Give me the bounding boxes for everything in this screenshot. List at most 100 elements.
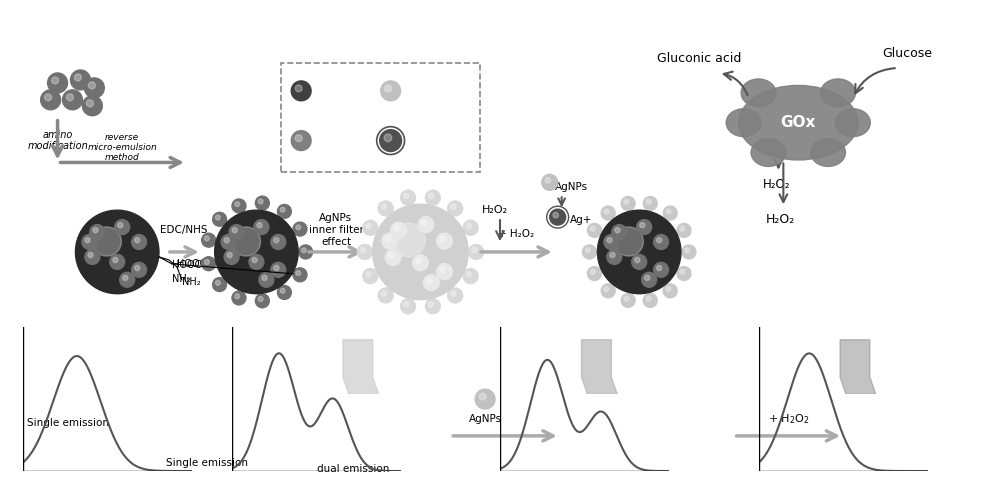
Circle shape bbox=[215, 210, 298, 294]
Circle shape bbox=[366, 223, 371, 228]
Circle shape bbox=[437, 264, 452, 280]
Circle shape bbox=[291, 81, 311, 101]
Circle shape bbox=[388, 253, 394, 258]
Circle shape bbox=[291, 131, 311, 150]
Circle shape bbox=[221, 235, 236, 250]
Circle shape bbox=[295, 85, 302, 92]
Circle shape bbox=[472, 247, 477, 253]
Circle shape bbox=[385, 250, 401, 266]
Circle shape bbox=[607, 250, 622, 264]
Circle shape bbox=[366, 272, 371, 277]
Text: AgNPs
inner filter
effect: AgNPs inner filter effect bbox=[309, 214, 363, 247]
Circle shape bbox=[232, 199, 246, 213]
Circle shape bbox=[254, 220, 269, 235]
Circle shape bbox=[587, 224, 601, 237]
Circle shape bbox=[249, 254, 264, 269]
FancyBboxPatch shape bbox=[281, 63, 480, 173]
Ellipse shape bbox=[821, 79, 855, 107]
Circle shape bbox=[123, 275, 128, 281]
Circle shape bbox=[85, 250, 100, 264]
Circle shape bbox=[637, 220, 652, 235]
Circle shape bbox=[88, 253, 93, 258]
Text: QDs: QDs bbox=[316, 135, 339, 146]
Circle shape bbox=[666, 209, 671, 214]
Circle shape bbox=[296, 225, 301, 230]
Circle shape bbox=[271, 235, 286, 250]
Circle shape bbox=[215, 281, 220, 285]
Circle shape bbox=[437, 233, 452, 249]
Circle shape bbox=[479, 393, 486, 400]
Circle shape bbox=[255, 294, 269, 308]
Circle shape bbox=[271, 262, 286, 277]
Circle shape bbox=[259, 272, 274, 287]
Circle shape bbox=[213, 278, 227, 292]
Circle shape bbox=[231, 227, 261, 256]
Circle shape bbox=[427, 278, 432, 283]
Circle shape bbox=[224, 250, 239, 264]
Circle shape bbox=[274, 238, 279, 243]
Circle shape bbox=[204, 236, 209, 241]
Ellipse shape bbox=[726, 109, 761, 136]
Circle shape bbox=[373, 204, 468, 300]
FancyArrowPatch shape bbox=[724, 72, 748, 95]
Circle shape bbox=[425, 190, 440, 205]
Circle shape bbox=[663, 284, 677, 298]
Circle shape bbox=[378, 288, 393, 303]
Circle shape bbox=[258, 199, 263, 204]
Circle shape bbox=[296, 270, 301, 276]
Circle shape bbox=[257, 223, 262, 228]
Circle shape bbox=[363, 268, 378, 283]
Circle shape bbox=[590, 269, 595, 274]
Circle shape bbox=[82, 235, 97, 250]
Circle shape bbox=[645, 275, 650, 281]
Circle shape bbox=[301, 248, 306, 253]
Ellipse shape bbox=[836, 109, 870, 136]
Circle shape bbox=[604, 287, 609, 292]
Text: Ag⁺: Ag⁺ bbox=[406, 135, 426, 146]
Circle shape bbox=[604, 209, 609, 214]
Circle shape bbox=[232, 228, 237, 233]
Circle shape bbox=[448, 288, 463, 303]
Circle shape bbox=[380, 130, 402, 151]
Circle shape bbox=[392, 223, 425, 257]
Circle shape bbox=[224, 238, 229, 243]
Circle shape bbox=[232, 291, 246, 305]
Circle shape bbox=[86, 100, 93, 107]
Circle shape bbox=[642, 272, 657, 287]
Circle shape bbox=[612, 225, 627, 240]
Circle shape bbox=[601, 284, 615, 298]
Circle shape bbox=[448, 201, 463, 216]
Circle shape bbox=[113, 257, 118, 263]
Circle shape bbox=[63, 90, 82, 110]
Circle shape bbox=[404, 193, 409, 199]
Circle shape bbox=[41, 90, 61, 110]
Circle shape bbox=[277, 204, 291, 218]
Circle shape bbox=[255, 196, 269, 210]
Circle shape bbox=[385, 236, 391, 242]
Circle shape bbox=[110, 254, 125, 269]
Circle shape bbox=[680, 269, 685, 274]
Circle shape bbox=[646, 296, 651, 301]
Text: + H₂O₂: + H₂O₂ bbox=[498, 229, 534, 239]
Circle shape bbox=[553, 213, 558, 218]
Circle shape bbox=[92, 227, 121, 256]
Circle shape bbox=[215, 215, 220, 220]
Circle shape bbox=[466, 223, 471, 228]
Circle shape bbox=[590, 226, 595, 231]
Circle shape bbox=[293, 268, 307, 282]
Circle shape bbox=[70, 70, 90, 90]
Circle shape bbox=[258, 296, 263, 301]
Circle shape bbox=[643, 197, 657, 211]
Text: Single emission: Single emission bbox=[166, 458, 248, 468]
Circle shape bbox=[385, 85, 392, 92]
Circle shape bbox=[587, 267, 601, 281]
Circle shape bbox=[227, 253, 232, 258]
Circle shape bbox=[48, 73, 68, 93]
Circle shape bbox=[585, 248, 590, 253]
Circle shape bbox=[202, 257, 216, 271]
Text: H₂O₂: H₂O₂ bbox=[763, 178, 790, 191]
Circle shape bbox=[621, 197, 635, 211]
Circle shape bbox=[451, 291, 456, 296]
Circle shape bbox=[202, 233, 216, 247]
Circle shape bbox=[88, 82, 95, 89]
